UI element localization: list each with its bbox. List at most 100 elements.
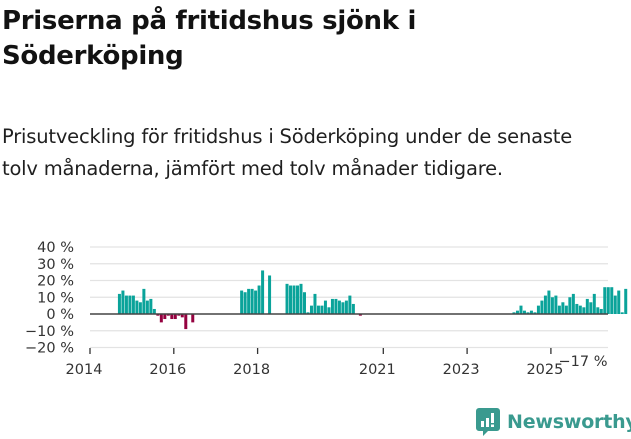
y-tick-label: 0 % xyxy=(46,307,74,323)
bar xyxy=(592,293,596,314)
bar xyxy=(358,314,362,316)
bar xyxy=(543,295,547,315)
bar xyxy=(302,292,306,314)
bar xyxy=(316,305,320,315)
bar xyxy=(180,314,184,318)
bar xyxy=(624,288,628,315)
bar xyxy=(519,305,523,315)
bar xyxy=(309,305,313,315)
bar xyxy=(240,290,244,314)
y-tick-label: 40 % xyxy=(37,240,74,256)
newsworthy-bar-chart-logo-icon xyxy=(476,408,500,436)
x-tick-label: 2018 xyxy=(233,362,270,378)
chart-title: Priserna på fritidshus sjönk i Söderköpi… xyxy=(2,6,417,71)
grid-lines xyxy=(90,246,608,349)
bar xyxy=(536,305,540,315)
bar xyxy=(603,287,607,314)
bar xyxy=(292,285,296,314)
bar xyxy=(606,287,610,314)
bar xyxy=(575,303,579,314)
bar xyxy=(533,312,537,315)
bar xyxy=(526,312,530,315)
bar xyxy=(247,288,251,315)
bar xyxy=(138,302,142,314)
y-axis: 40 %30 %20 %10 %0 %−10 %−20 % xyxy=(25,240,74,357)
bars xyxy=(117,270,628,330)
bar xyxy=(348,295,352,315)
x-tick-label: 2014 xyxy=(66,362,103,378)
bar xyxy=(515,310,519,314)
chart-subtitle: Prisutveckling för fritidshus i Söderköp… xyxy=(2,125,573,180)
bar xyxy=(620,312,624,315)
bar xyxy=(550,297,554,314)
bar xyxy=(568,297,572,314)
bar xyxy=(191,314,195,323)
bar xyxy=(142,288,146,315)
newsworthy-logo[interactable]: Newsworthy xyxy=(476,408,631,436)
bar xyxy=(306,312,310,315)
bar xyxy=(313,293,317,314)
bar xyxy=(250,288,254,315)
bar xyxy=(131,295,135,315)
bar xyxy=(344,300,348,314)
brand-name: Newsworthy xyxy=(507,411,631,433)
x-axis: 2014 2016 2018 2021 2023 2025 xyxy=(66,348,563,378)
y-tick-label: 20 % xyxy=(37,274,74,290)
bar xyxy=(540,300,544,314)
bar xyxy=(334,298,338,314)
bar xyxy=(296,285,300,314)
bar xyxy=(299,283,303,314)
bar xyxy=(529,310,533,314)
bar xyxy=(124,295,128,315)
y-tick-label: −10 % xyxy=(25,324,74,340)
bar xyxy=(547,290,551,314)
bar xyxy=(135,300,139,314)
bar xyxy=(285,283,289,314)
bar xyxy=(261,270,265,314)
bar xyxy=(152,308,156,314)
bar xyxy=(571,293,575,314)
bar xyxy=(589,302,593,314)
bar xyxy=(337,300,341,314)
bar xyxy=(289,285,293,314)
bar xyxy=(341,302,345,314)
bar xyxy=(121,290,125,314)
bar xyxy=(522,310,526,314)
bar xyxy=(268,275,272,314)
bar xyxy=(613,295,617,315)
x-tick-label: 2023 xyxy=(443,362,480,378)
bar-chart: 40 %30 %20 %10 %0 %−10 %−20 % 2014 2016 20… xyxy=(25,240,628,378)
bar xyxy=(557,305,561,315)
bar xyxy=(257,285,261,314)
bar xyxy=(596,307,600,314)
x-tick-label: 2025 xyxy=(526,362,563,378)
bar xyxy=(561,302,565,314)
x-tick-label: 2021 xyxy=(359,362,396,378)
bar xyxy=(610,287,614,314)
bar xyxy=(128,295,132,315)
bar xyxy=(564,305,568,315)
last-value-annotation: −17 % xyxy=(559,354,608,370)
bar xyxy=(163,314,167,320)
bar xyxy=(323,300,327,314)
bar xyxy=(617,290,621,314)
bar xyxy=(156,314,160,316)
last-value-label: −17 % xyxy=(559,354,608,370)
x-tick-label: 2016 xyxy=(149,362,186,378)
bar xyxy=(327,307,331,314)
bar xyxy=(159,314,163,323)
bar xyxy=(578,305,582,315)
bar xyxy=(554,295,558,315)
bar xyxy=(582,307,586,314)
y-tick-label: 30 % xyxy=(37,257,74,273)
bar xyxy=(177,314,181,316)
y-tick-label: −20 % xyxy=(25,341,74,357)
bar xyxy=(117,293,121,314)
bar xyxy=(585,298,589,314)
y-tick-label: 10 % xyxy=(37,290,74,306)
bar xyxy=(145,300,149,314)
bar xyxy=(351,303,355,314)
bar xyxy=(330,298,334,314)
bar xyxy=(599,308,603,314)
bar xyxy=(149,298,153,314)
